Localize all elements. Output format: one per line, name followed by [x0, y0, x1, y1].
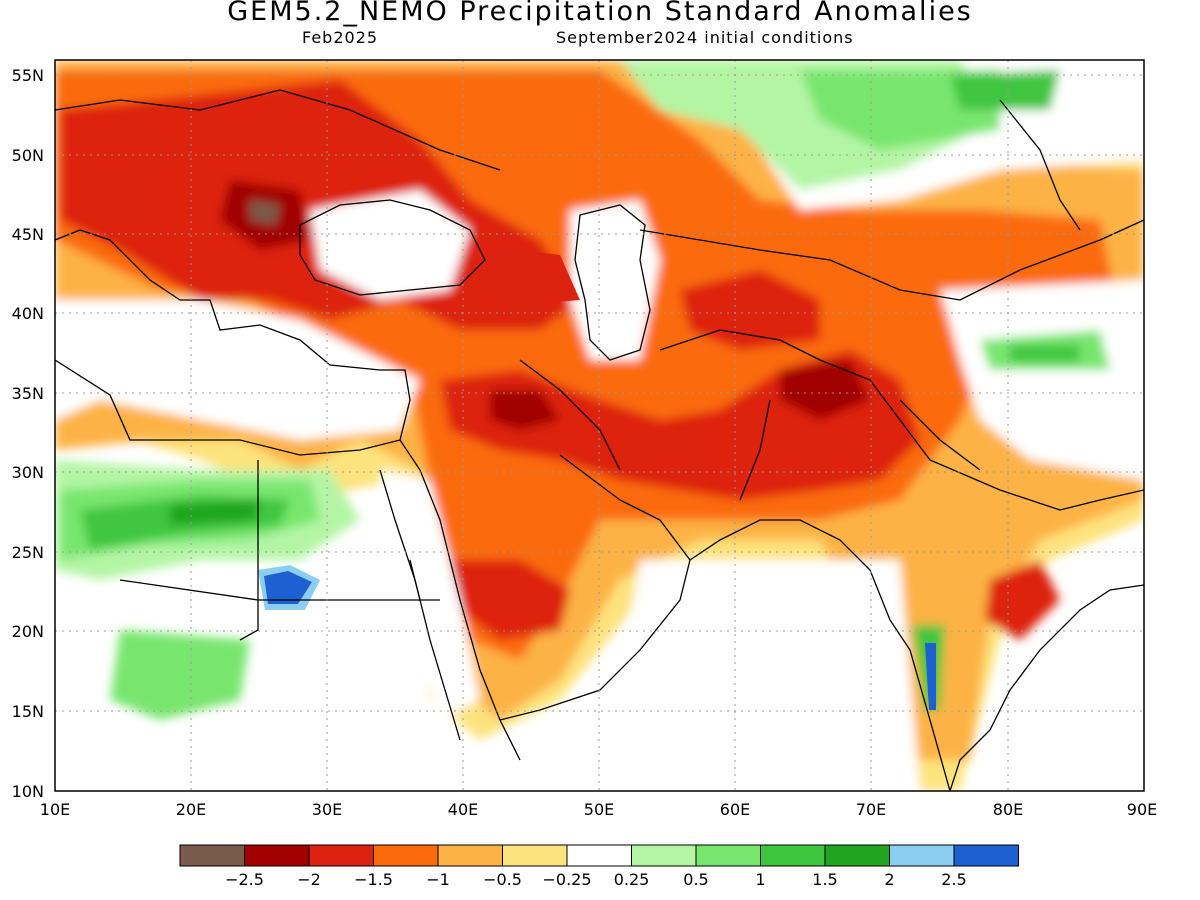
colorbar-swatch — [373, 844, 439, 867]
lon-axis: 10E 20E 30E 40E 50E 60E 70E 80E 90E — [40, 800, 1157, 819]
wet-region-russia-strong — [950, 70, 1060, 110]
colorbar-swatch — [308, 844, 374, 867]
lon-tick-label: 80E — [993, 800, 1023, 819]
colorbar-swatch — [953, 844, 1019, 867]
lon-tick-label: 40E — [448, 800, 478, 819]
colorbar-label: −2 — [297, 870, 321, 889]
lon-tick-label: 10E — [40, 800, 70, 819]
gridlines — [55, 60, 1144, 791]
lat-tick-label: 15N — [12, 702, 44, 721]
colorbar-swatch — [179, 844, 245, 867]
valid-month-label: Feb2025 — [302, 28, 379, 47]
colorbar-swatch — [566, 844, 632, 867]
colorbar-label: −0.25 — [542, 870, 591, 889]
colorbar: −2.5 −2 −1.5 −1 −0.5 −0.25 0.25 0.5 1 1.5 2 2.5 — [179, 844, 1019, 889]
lon-tick-label: 20E — [176, 800, 206, 819]
colorbar-swatch — [502, 844, 568, 867]
wet-region-sudan — [110, 630, 250, 720]
neutral-region-mediterranean — [55, 300, 420, 440]
colorbar-swatch — [631, 844, 697, 867]
neutral-region-arabiansea — [600, 560, 920, 791]
lat-axis: 10N 15N 20N 25N 30N 35N 40N 45N 50N 55N — [12, 66, 44, 801]
wet-region-india-max — [925, 643, 936, 710]
coastlines-borders — [55, 89, 1144, 791]
lon-tick-label: 30E — [312, 800, 342, 819]
colorbar-label: 1 — [755, 870, 765, 889]
colorbar-label: 0.5 — [683, 870, 708, 889]
colorbar-label: −0.5 — [483, 870, 522, 889]
lat-tick-label: 45N — [12, 225, 44, 244]
chart-title: GEM5.2_NEMO Precipitation Standard Anoma… — [227, 0, 973, 27]
colorbar-label: 1.5 — [812, 870, 837, 889]
neutral-region-caspian — [570, 200, 660, 360]
lat-tick-label: 40N — [12, 304, 44, 323]
colorbar-label: −2.5 — [225, 870, 264, 889]
lon-tick-label: 60E — [720, 800, 750, 819]
lat-tick-label: 50N — [12, 146, 44, 165]
map-frame — [54, 59, 1145, 792]
lon-tick-label: 90E — [1127, 800, 1157, 819]
colorbar-swatch — [244, 844, 310, 867]
anomaly-region-dry-extreme-iraq — [490, 390, 560, 430]
colorbar-label: 2.5 — [941, 870, 966, 889]
colorbar-swatch — [760, 844, 826, 867]
anomaly-region-extreme-brown-romania — [250, 200, 280, 225]
colorbar-label: −1.5 — [354, 870, 393, 889]
colorbar-swatch — [889, 844, 955, 867]
anomaly-region-dry-severe-arabia — [450, 560, 570, 640]
wet-region-egypt-max — [264, 571, 312, 604]
lat-tick-label: 35N — [12, 384, 44, 403]
colorbar-swatch — [695, 844, 761, 867]
colorbar-label: 2 — [884, 870, 894, 889]
colorbar-swatch — [437, 844, 503, 867]
wet-region-sahara-core — [170, 500, 260, 525]
wet-region-russia — [800, 70, 1000, 150]
lat-tick-label: 30N — [12, 463, 44, 482]
anomaly-region-dry-extreme-iran — [780, 360, 870, 420]
colorbar-label: 0.25 — [614, 870, 650, 889]
neutral-region-china — [940, 280, 1144, 480]
wet-region-pakistan-strong — [1010, 345, 1080, 362]
lat-tick-label: 20N — [12, 622, 44, 641]
dry-region-caucasus — [480, 245, 580, 305]
lon-tick-label: 70E — [856, 800, 886, 819]
anomaly-region-dry-severe-kazakh — [680, 270, 820, 350]
lat-tick-label: 55N — [12, 66, 44, 85]
neutral-region-redsea — [380, 470, 480, 720]
lat-tick-label: 25N — [12, 543, 44, 562]
colorbar-swatch — [824, 844, 890, 867]
init-conditions-label: September2024 initial conditions — [556, 28, 854, 47]
lon-tick-label: 50E — [584, 800, 614, 819]
lat-tick-label: 10N — [12, 782, 44, 801]
colorbar-label: −1 — [426, 870, 450, 889]
neutral-region-blacksea — [310, 190, 470, 300]
anomaly-region-dry-severe-india — [985, 560, 1060, 640]
